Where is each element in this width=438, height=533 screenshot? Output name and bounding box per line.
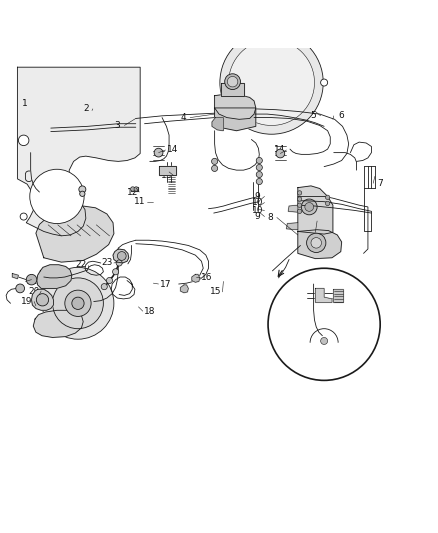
Circle shape (26, 274, 37, 285)
Text: 21: 21 (27, 277, 38, 286)
Polygon shape (131, 187, 138, 191)
Circle shape (134, 187, 138, 191)
Text: 8: 8 (267, 213, 273, 222)
Circle shape (325, 195, 330, 199)
Text: 6: 6 (338, 111, 344, 120)
Text: 6: 6 (321, 216, 327, 225)
Circle shape (131, 187, 135, 191)
Circle shape (297, 209, 302, 214)
Circle shape (297, 197, 302, 201)
Polygon shape (33, 310, 83, 337)
Text: 20: 20 (28, 287, 40, 295)
Text: 10: 10 (252, 206, 263, 215)
Polygon shape (315, 288, 332, 302)
Polygon shape (36, 206, 114, 262)
Text: 14: 14 (274, 146, 285, 155)
Text: 15: 15 (210, 287, 221, 296)
Text: 3: 3 (114, 121, 120, 130)
Circle shape (113, 269, 119, 275)
Text: 9: 9 (254, 192, 261, 201)
Text: 17: 17 (160, 279, 171, 288)
Text: 23: 23 (101, 259, 113, 268)
Circle shape (80, 191, 85, 197)
Circle shape (321, 79, 328, 86)
Text: 5: 5 (311, 111, 317, 120)
Circle shape (212, 158, 218, 165)
Circle shape (220, 31, 323, 134)
Circle shape (42, 268, 114, 339)
Text: 4: 4 (180, 113, 186, 122)
Circle shape (276, 149, 285, 158)
Polygon shape (18, 67, 140, 236)
Circle shape (256, 157, 262, 164)
Polygon shape (212, 118, 223, 131)
Text: 19: 19 (21, 297, 33, 306)
Polygon shape (215, 94, 256, 119)
Text: 16: 16 (201, 272, 212, 281)
Circle shape (227, 76, 238, 87)
Circle shape (307, 233, 326, 253)
Polygon shape (32, 289, 53, 310)
Circle shape (16, 284, 25, 293)
Circle shape (101, 284, 107, 290)
Polygon shape (37, 265, 72, 288)
Polygon shape (288, 205, 298, 212)
Text: 2: 2 (83, 104, 88, 114)
Text: 13: 13 (161, 171, 172, 180)
Polygon shape (12, 273, 18, 279)
Circle shape (229, 39, 314, 125)
Circle shape (297, 203, 302, 207)
Circle shape (72, 297, 84, 310)
Polygon shape (298, 186, 333, 234)
Circle shape (154, 148, 163, 157)
Circle shape (225, 74, 240, 90)
Text: 14: 14 (167, 146, 178, 155)
Circle shape (30, 169, 84, 223)
Polygon shape (286, 223, 298, 230)
Polygon shape (215, 108, 256, 131)
Polygon shape (159, 166, 176, 174)
Circle shape (53, 278, 103, 329)
Circle shape (305, 203, 314, 211)
Text: 18: 18 (144, 306, 155, 316)
Text: 9: 9 (254, 212, 261, 221)
Circle shape (256, 165, 262, 171)
Text: 10: 10 (252, 198, 263, 207)
Circle shape (212, 165, 218, 172)
Polygon shape (298, 230, 342, 259)
Circle shape (256, 172, 262, 177)
Circle shape (117, 252, 126, 260)
Polygon shape (333, 289, 343, 302)
Circle shape (256, 179, 262, 184)
Circle shape (297, 191, 302, 195)
Circle shape (325, 201, 330, 206)
Circle shape (20, 213, 27, 220)
Circle shape (79, 186, 86, 193)
Circle shape (65, 290, 91, 317)
Circle shape (301, 199, 317, 215)
Circle shape (36, 294, 49, 306)
Text: 12: 12 (127, 188, 138, 197)
Polygon shape (221, 83, 244, 96)
Text: 11: 11 (134, 197, 146, 206)
Text: 7: 7 (377, 179, 383, 188)
Polygon shape (113, 249, 129, 263)
Circle shape (311, 238, 321, 248)
Circle shape (268, 268, 380, 381)
Polygon shape (192, 274, 200, 282)
Circle shape (321, 337, 328, 344)
Circle shape (116, 260, 122, 266)
Circle shape (18, 135, 29, 146)
Circle shape (106, 278, 113, 284)
Text: 1: 1 (21, 99, 28, 108)
Polygon shape (180, 285, 188, 293)
Text: 22: 22 (75, 260, 86, 269)
